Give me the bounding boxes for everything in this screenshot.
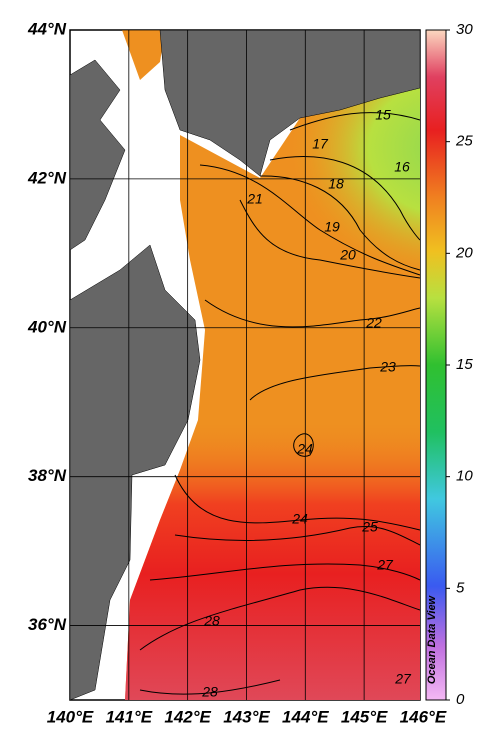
contour-label: 21 <box>246 191 263 207</box>
contour-label: 18 <box>328 176 344 192</box>
contour-label: 15 <box>375 107 391 123</box>
contour-label: 17 <box>312 136 329 152</box>
lon-tick-label: 143°E <box>223 707 270 726</box>
lon-tick-label: 146°E <box>400 707 447 726</box>
lat-tick-label: 38°N <box>28 466 67 485</box>
contour-label: 23 <box>379 359 396 375</box>
land-oshima <box>69 59 126 251</box>
colorbar-tick-label: 25 <box>455 133 473 150</box>
contour-label: 28 <box>203 613 220 629</box>
lon-tick-label: 141°E <box>106 707 153 726</box>
contours <box>139 112 421 695</box>
contour-label: 27 <box>376 557 394 573</box>
lat-tick-label: 42°N <box>27 168 67 187</box>
sst-patch <box>122 30 165 80</box>
colorbar-tick-label: 30 <box>456 21 473 38</box>
lon-tick-label: 145°E <box>341 707 388 726</box>
contour-label: 24 <box>291 511 308 527</box>
colorbar-tick-label: 20 <box>455 244 473 261</box>
contour-label: 25 <box>361 519 378 535</box>
lat-tick-label: 36°N <box>28 615 67 634</box>
contour-label: 19 <box>324 219 340 235</box>
colorbar-tick-label: 10 <box>456 468 473 485</box>
land-hokkaido <box>159 29 421 177</box>
lon-tick-label: 140°E <box>47 707 94 726</box>
lon-tick-label: 142°E <box>164 707 211 726</box>
contour-label: 28 <box>201 684 218 700</box>
contour-label: 22 <box>365 315 382 331</box>
watermark: Ocean Data View <box>426 594 438 684</box>
contour-label: 16 <box>394 159 410 175</box>
contour-labels: 15 16 17 18 21 19 20 22 23 24 24 25 27 28 28 27 <box>201 107 412 700</box>
lat-tick-label: 44°N <box>27 19 67 38</box>
contour-label: 27 <box>394 671 412 687</box>
colorbar-tick-label: 5 <box>456 579 465 596</box>
lat-tick-label: 40°N <box>27 317 67 336</box>
land-honshu <box>69 244 201 701</box>
contour-label: 24 <box>296 441 313 457</box>
colorbar-tick-label: 15 <box>456 356 473 373</box>
lon-tick-label: 144°E <box>282 707 329 726</box>
colorbar-tick-label: 0 <box>456 691 465 708</box>
contour-label: 20 <box>339 247 356 263</box>
